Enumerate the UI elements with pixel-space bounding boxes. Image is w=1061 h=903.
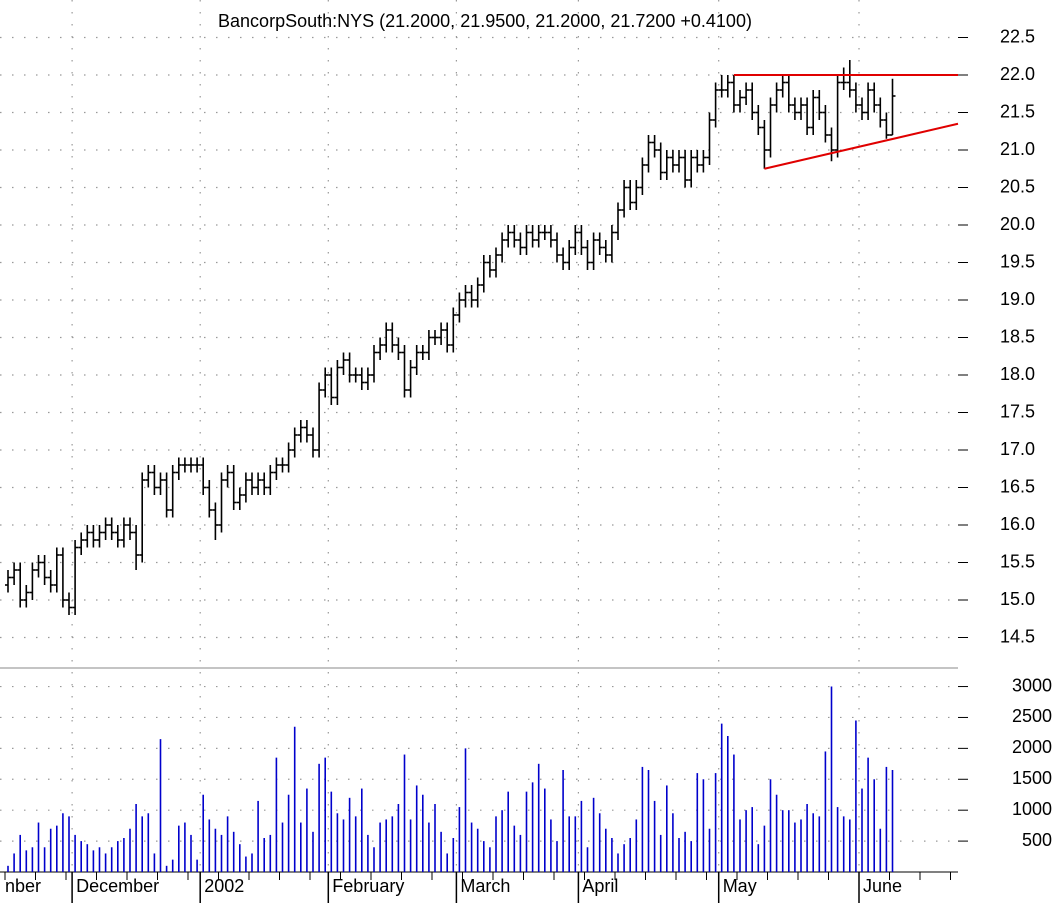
y-tick-label: 17.5 [1000, 401, 1035, 421]
y-tick-label: 16.5 [1000, 476, 1035, 496]
y-tick-label: 22.0 [1000, 64, 1035, 84]
y-tick-label: 17.0 [1000, 439, 1035, 459]
x-tick-label: nber [5, 876, 41, 896]
y-tick-label: 16.0 [1000, 514, 1035, 534]
x-tick-label: June [863, 876, 902, 896]
y-tick-label: 15.5 [1000, 551, 1035, 571]
y2-tick-label: 3000 [1012, 675, 1052, 695]
trendline [764, 122, 959, 170]
chart-title: BancorpSouth:NYS (21.2000, 21.9500, 21.2… [218, 11, 752, 31]
y-tick-label: 15.0 [1000, 589, 1035, 609]
y-tick-label: 21.5 [1000, 101, 1035, 121]
x-tick-label: December [76, 876, 159, 896]
y2-tick-label: 2000 [1012, 737, 1052, 757]
y2-tick-label: 500 [1022, 830, 1052, 850]
x-tick-label: April [582, 876, 618, 896]
y-tick-label: 20.0 [1000, 214, 1035, 234]
y-tick-label: 14.5 [1000, 626, 1035, 646]
x-tick-label: February [332, 876, 404, 896]
y2-tick-label: 1000 [1012, 799, 1052, 819]
y-tick-label: 19.0 [1000, 289, 1035, 309]
y2-tick-label: 1500 [1012, 768, 1052, 788]
y-tick-label: 19.5 [1000, 251, 1035, 271]
y-tick-label: 21.0 [1000, 139, 1035, 159]
y-tick-label: 20.5 [1000, 176, 1035, 196]
x-tick-label: May [723, 876, 757, 896]
y2-tick-label: 2500 [1012, 706, 1052, 726]
y-tick-label: 18.0 [1000, 364, 1035, 384]
x-tick-label: March [460, 876, 510, 896]
y-tick-label: 18.5 [1000, 326, 1035, 346]
y-tick-label: 22.5 [1000, 26, 1035, 46]
x-tick-label: 2002 [204, 876, 244, 896]
